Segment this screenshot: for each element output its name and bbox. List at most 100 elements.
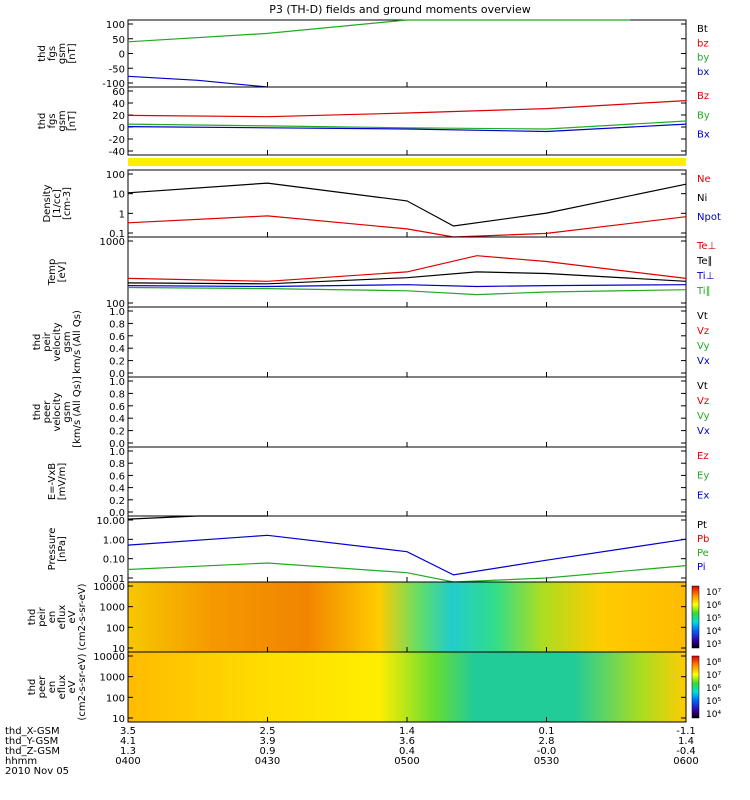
spectrogram-peer_en <box>128 652 686 722</box>
y-tick-label: 40 <box>112 99 125 110</box>
legend-Vt: Vt <box>697 381 708 392</box>
panel-pressure: 10.00 1.00 0.10 0.01 Pressure[nPa] Pt Pb Pe Pi <box>47 515 709 585</box>
panel-peer_en: 10⁸ 10⁷ 10⁶ 10⁵ 10⁴ 10000 1000 100 10 thdpeerenef… <box>27 651 721 725</box>
y-axis-label: thdfgsgsm[nT] <box>37 43 78 64</box>
x-tick-value: 3.9 <box>260 736 276 747</box>
y-tick-label: 0.4 <box>109 344 125 355</box>
series-by <box>127 19 631 43</box>
x-row-label: thd_X-GSM <box>5 726 60 737</box>
legend-Ex: Ex <box>697 490 709 501</box>
y-axis-label: thdfgsgsm[nT] <box>37 110 78 131</box>
series-Te∥ <box>127 271 687 285</box>
series-Te⊥ <box>127 255 687 282</box>
legend-Vx: Vx <box>697 426 710 437</box>
y-tick-label: 0 <box>119 123 125 134</box>
colorbar-tick: 10⁶ <box>706 601 721 611</box>
series-By <box>127 120 687 130</box>
x-tick-value: 0530 <box>534 756 559 767</box>
x-tick-value: 1.4 <box>678 736 694 747</box>
colorbar-tick: 10⁷ <box>706 588 721 598</box>
yellow-quality-bar <box>128 158 686 166</box>
legend-Te⊥: Te⊥ <box>696 241 716 252</box>
legend-Ey: Ey <box>697 471 709 482</box>
legend-Te∥: Te∥ <box>696 256 713 267</box>
y-tick-label: 0.2 <box>109 357 125 368</box>
legend-Vz: Vz <box>697 326 709 337</box>
panel-frame <box>127 446 687 517</box>
legend-Bx: Bx <box>697 130 710 141</box>
y-tick-label: 1.0 <box>109 447 125 458</box>
y-tick-label: 100 <box>106 20 125 31</box>
y-tick-label: 1.0 <box>109 377 125 388</box>
x-tick-value: -1.1 <box>676 726 696 737</box>
panel-peir_vel: 1.00.8 0.60.4 0.20.0 thdpeirvelocitygsmkm/s… <box>32 306 710 380</box>
x-tick-value: 0.1 <box>539 726 555 737</box>
panel-frame <box>127 86 687 156</box>
y-tick-label: -40 <box>109 147 125 158</box>
y-axis-label: Density[1/cc][cm-3] <box>42 184 73 222</box>
x-axis-labels: thd_X-GSM 3.5 2.5 1.4 0.1 -1.1 thd_Y-GSM 4.1 3.9… <box>5 726 699 767</box>
x-tick-value: 0.9 <box>260 746 276 757</box>
panel-temp: 1000 100 Temp[eV] Te⊥ Te∥ Ti⊥ Ti∥ <box>47 236 716 310</box>
colorbar-tick: 10⁶ <box>706 684 721 694</box>
legend-Vy: Vy <box>697 341 710 352</box>
colorbar-tick: 10³ <box>706 640 721 650</box>
y-tick-label: 10000 <box>93 582 125 593</box>
y-tick-label: 20 <box>112 111 125 122</box>
y-tick-label: 1.00 <box>103 535 125 546</box>
legend-Bt: Bt <box>697 24 708 35</box>
colorbar-tick: 10⁵ <box>706 697 721 707</box>
legend-Bz: Bz <box>697 91 709 102</box>
series-Ni <box>127 182 687 227</box>
y-tick-label: 1000 <box>100 237 125 248</box>
series-Bz <box>127 100 687 118</box>
legend-Pi: Pi <box>697 562 706 573</box>
y-tick-label: 0.0 <box>109 508 125 519</box>
x-tick-value: 0500 <box>394 756 419 767</box>
y-tick-label: 100 <box>106 299 125 310</box>
legend-Ni: Ni <box>697 193 707 204</box>
y-tick-label: 1000 <box>100 603 125 614</box>
legend-Ne: Ne <box>697 174 711 185</box>
y-tick-label: 0 <box>119 50 125 61</box>
legend-bz: bz <box>697 38 709 49</box>
y-tick-label: 0.10 <box>103 555 125 566</box>
legend-Ti⊥: Ti⊥ <box>696 271 714 282</box>
x-tick-value: 0600 <box>673 756 698 767</box>
y-tick-label: -50 <box>109 64 125 75</box>
y-axis-label: thdpeirenefluxeV(cm2-s-sr-eV) <box>27 583 88 650</box>
series-Pe <box>127 562 687 583</box>
series-Ti∥ <box>127 286 687 296</box>
legend-Pe: Pe <box>697 548 709 559</box>
y-axis-label: thdpeerenefluxeV(cm2-s-sr-eV) <box>27 653 88 720</box>
legend-by: by <box>697 53 709 64</box>
y-tick-label: 100 <box>106 170 125 181</box>
y-tick-label: 10 <box>112 190 125 201</box>
panel-peir_en: 10⁷ 10⁶ 10⁵ 10⁴ 10³ 10000 1000 100 10 thdpeirenef… <box>27 581 721 655</box>
series-Ti⊥ <box>127 284 687 288</box>
series-bx <box>127 75 268 88</box>
y-axis-label: E=-VxB[mV/m] <box>47 463 68 501</box>
y-tick-label: 60 <box>112 87 125 98</box>
y-tick-label: 0.6 <box>109 471 125 482</box>
date-label: 2010 Nov 05 <box>5 766 69 777</box>
y-tick-label: 10 <box>112 714 125 725</box>
legend-Vy: Vy <box>697 411 710 422</box>
series-Pt <box>127 515 268 520</box>
x-tick-value: 1.3 <box>120 746 136 757</box>
x-tick-value: 4.1 <box>120 736 136 747</box>
x-tick-value: 1.4 <box>399 726 415 737</box>
x-tick-value: -0.4 <box>676 746 696 757</box>
y-axis-label: Pressure[nPa] <box>47 528 68 571</box>
y-tick-label: 10000 <box>93 652 125 663</box>
colorbar-tick: 10⁵ <box>706 614 721 624</box>
y-tick-label: 50 <box>112 35 125 46</box>
y-axis-label: Temp[eV] <box>47 259 68 287</box>
legend-bx: bx <box>697 67 709 78</box>
x-tick-value: 3.6 <box>399 736 415 747</box>
x-tick-value: 2.8 <box>539 736 555 747</box>
panel-peer_vel: 1.00.8 0.60.4 0.20.0 thdpeervelocitygsm[km/… <box>32 376 710 450</box>
series-Bx <box>127 123 687 133</box>
panel-frame <box>127 376 687 448</box>
